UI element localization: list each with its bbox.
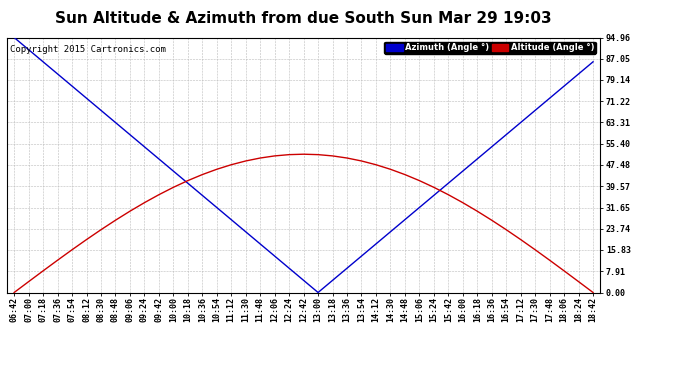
Text: Sun Altitude & Azimuth from due South Sun Mar 29 19:03: Sun Altitude & Azimuth from due South Su… xyxy=(55,11,552,26)
Legend: Azimuth (Angle °), Altitude (Angle °): Azimuth (Angle °), Altitude (Angle °) xyxy=(384,42,596,54)
Text: Copyright 2015 Cartronics.com: Copyright 2015 Cartronics.com xyxy=(10,45,166,54)
